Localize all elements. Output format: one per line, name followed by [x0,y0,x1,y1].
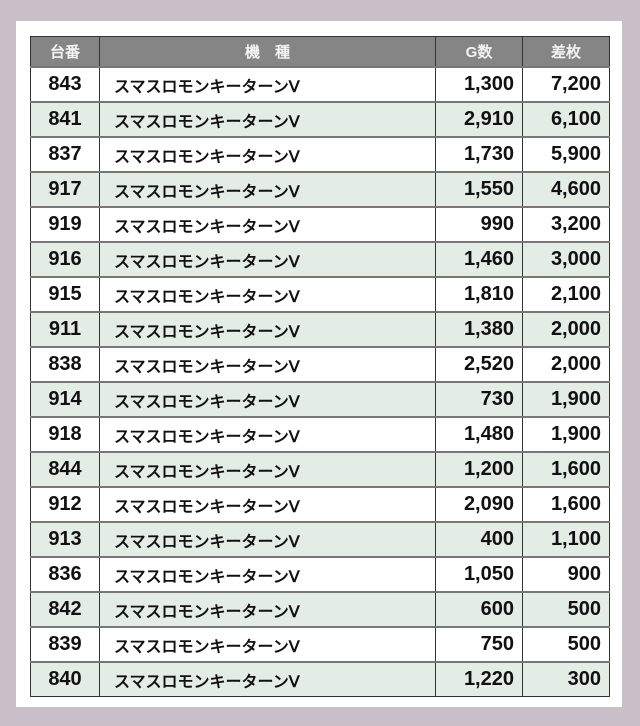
difference-cell: 1,600 [522,451,610,488]
machine-number-cell: 918 [30,416,100,453]
difference-cell: 1,100 [522,521,610,558]
table-row: 914 スマスロモンキーターンⅤ 730 1,900 [30,381,610,418]
machine-name-cell: スマスロモンキーターンⅤ [99,101,436,138]
table-row: 844 スマスロモンキーターンⅤ 1,200 1,600 [30,451,610,488]
table-row: 841 スマスロモンキーターンⅤ 2,910 6,100 [30,101,610,138]
table-row: 911 スマスロモンキーターンⅤ 1,380 2,000 [30,311,610,348]
machine-number-cell: 916 [30,241,100,278]
difference-cell: 500 [522,591,610,628]
games-cell: 1,200 [435,451,523,488]
games-cell: 1,380 [435,311,523,348]
difference-cell: 7,200 [522,66,610,103]
machine-name-cell: スマスロモンキーターンⅤ [99,591,436,628]
difference-cell: 4,600 [522,171,610,208]
games-cell: 1,220 [435,661,523,697]
games-cell: 2,910 [435,101,523,138]
machine-name-cell: スマスロモンキーターンⅤ [99,381,436,418]
machine-number-cell: 840 [30,661,100,697]
machine-name-cell: スマスロモンキーターンⅤ [99,521,436,558]
machine-name-cell: スマスロモンキーターンⅤ [99,451,436,488]
machine-name-cell: スマスロモンキーターンⅤ [99,136,436,173]
machine-number-cell: 843 [30,66,100,103]
table-row: 919 スマスロモンキーターンⅤ 990 3,200 [30,206,610,243]
table-row: 843 スマスロモンキーターンⅤ 1,300 7,200 [30,66,610,103]
difference-cell: 2,100 [522,276,610,313]
header-games: G数 [435,36,523,68]
difference-cell: 2,000 [522,346,610,383]
machine-name-cell: スマスロモンキーターンⅤ [99,661,436,697]
machine-name-cell: スマスロモンキーターンⅤ [99,206,436,243]
table-row: 839 スマスロモンキーターンⅤ 750 500 [30,626,610,663]
machine-name-cell: スマスロモンキーターンⅤ [99,171,436,208]
header-machine-number: 台番 [30,36,100,68]
games-cell: 1,050 [435,556,523,593]
header-machine-type: 機 種 [99,36,436,68]
games-cell: 990 [435,206,523,243]
table-row: 916 スマスロモンキーターンⅤ 1,460 3,000 [30,241,610,278]
machine-name-cell: スマスロモンキーターンⅤ [99,276,436,313]
machine-name-cell: スマスロモンキーターンⅤ [99,346,436,383]
machine-number-cell: 837 [30,136,100,173]
machine-number-cell: 839 [30,626,100,663]
games-cell: 1,550 [435,171,523,208]
games-cell: 400 [435,521,523,558]
table-row: 840 スマスロモンキーターンⅤ 1,220 300 [30,661,610,697]
table-row: 842 スマスロモンキーターンⅤ 600 500 [30,591,610,628]
difference-cell: 1,900 [522,416,610,453]
machine-number-cell: 919 [30,206,100,243]
table-row: 918 スマスロモンキーターンⅤ 1,480 1,900 [30,416,610,453]
table-row: 838 スマスロモンキーターンⅤ 2,520 2,000 [30,346,610,383]
results-table: 台番 機 種 G数 差枚 843 スマスロモンキーターンⅤ 1,300 7,200 84… [30,36,610,697]
machine-name-cell: スマスロモンキーターンⅤ [99,241,436,278]
difference-cell: 3,000 [522,241,610,278]
header-difference: 差枚 [522,36,610,68]
games-cell: 600 [435,591,523,628]
machine-name-cell: スマスロモンキーターンⅤ [99,556,436,593]
difference-cell: 6,100 [522,101,610,138]
games-cell: 1,300 [435,66,523,103]
table-row: 913 スマスロモンキーターンⅤ 400 1,100 [30,521,610,558]
games-cell: 1,480 [435,416,523,453]
machine-number-cell: 844 [30,451,100,488]
games-cell: 1,810 [435,276,523,313]
machine-name-cell: スマスロモンキーターンⅤ [99,486,436,523]
difference-cell: 3,200 [522,206,610,243]
machine-number-cell: 838 [30,346,100,383]
table-row: 837 スマスロモンキーターンⅤ 1,730 5,900 [30,136,610,173]
machine-name-cell: スマスロモンキーターンⅤ [99,66,436,103]
difference-cell: 900 [522,556,610,593]
machine-number-cell: 841 [30,101,100,138]
difference-cell: 5,900 [522,136,610,173]
games-cell: 2,090 [435,486,523,523]
table-row: 915 スマスロモンキーターンⅤ 1,810 2,100 [30,276,610,313]
games-cell: 750 [435,626,523,663]
machine-name-cell: スマスロモンキーターンⅤ [99,416,436,453]
games-cell: 1,460 [435,241,523,278]
table-row: 912 スマスロモンキーターンⅤ 2,090 1,600 [30,486,610,523]
machine-number-cell: 842 [30,591,100,628]
machine-name-cell: スマスロモンキーターンⅤ [99,311,436,348]
games-cell: 1,730 [435,136,523,173]
difference-cell: 300 [522,661,610,697]
difference-cell: 2,000 [522,311,610,348]
header-row: 台番 機 種 G数 差枚 [30,36,610,68]
games-cell: 730 [435,381,523,418]
difference-cell: 1,900 [522,381,610,418]
difference-cell: 1,600 [522,486,610,523]
machine-number-cell: 914 [30,381,100,418]
difference-cell: 500 [522,626,610,663]
machine-number-cell: 912 [30,486,100,523]
table-row: 917 スマスロモンキーターンⅤ 1,550 4,600 [30,171,610,208]
machine-number-cell: 911 [30,311,100,348]
machine-number-cell: 915 [30,276,100,313]
games-cell: 2,520 [435,346,523,383]
machine-name-cell: スマスロモンキーターンⅤ [99,626,436,663]
machine-number-cell: 836 [30,556,100,593]
machine-number-cell: 917 [30,171,100,208]
table-row: 836 スマスロモンキーターンⅤ 1,050 900 [30,556,610,593]
machine-number-cell: 913 [30,521,100,558]
